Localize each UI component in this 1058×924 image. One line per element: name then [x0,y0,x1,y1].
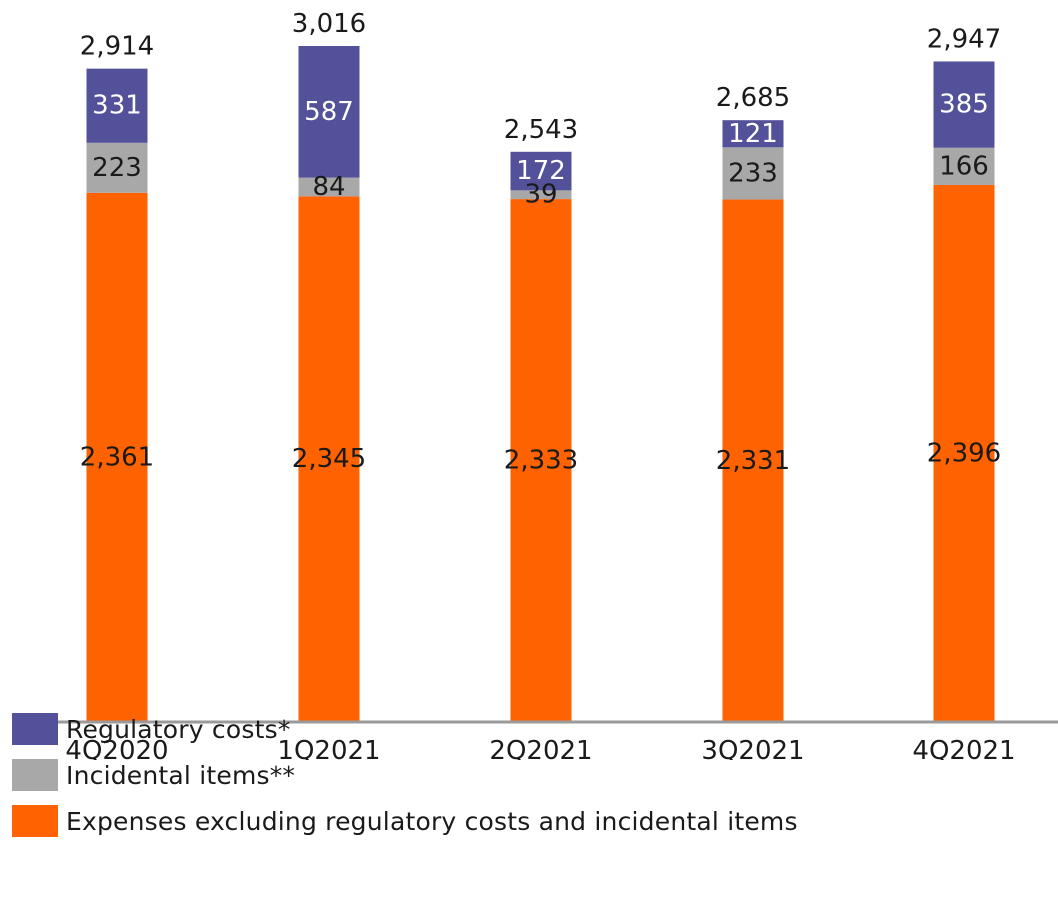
bar-expenses-excluding-regulatory-costs-and-incidental-items-2q2021 [510,199,572,723]
data-label-regulatory-costs: 587 [304,97,354,127]
legend-item-expenses: Expenses excluding regulatory costs and … [12,798,798,844]
data-label-expenses-excluding-regulatory-costs-and-incidental-items: 2,396 [927,438,1001,468]
legend-label: Incidental items** [66,760,296,790]
data-label-expenses-excluding-regulatory-costs-and-incidental-items: 2,361 [80,442,154,472]
bar-incidental-items-1q2021 [298,177,360,197]
total-label: 2,543 [504,115,578,145]
legend-label: Regulatory costs* [66,714,291,744]
legend-item-regulatory-costs: Regulatory costs* [12,706,798,752]
data-label-incidental-items: 39 [524,180,557,210]
total-label: 2,685 [716,83,790,113]
legend-item-incidental-items: Incidental items** [12,752,798,798]
bar-expenses-excluding-regulatory-costs-and-incidental-items-3q2021 [722,199,784,722]
x-tick-label: 3Q2021 [701,736,804,760]
labels-layer: 2,361 223 331 2,914 4Q2020 2,345 84 587 3,016 1Q2… [65,9,1015,760]
x-tick-label: 1Q2021 [277,736,380,760]
total-label: 2,947 [927,24,1001,54]
bar-expenses-excluding-regulatory-costs-and-incidental-items-1q2021 [298,196,360,722]
legend: Regulatory costs* Incidental items** Exp… [12,706,798,844]
bar-incidental-items-4q2020 [86,142,148,193]
bar-regulatory-costs-4q2021 [933,61,995,148]
bar-regulatory-costs-2q2021 [510,151,572,191]
bar-incidental-items-2q2021 [510,190,572,200]
bar-regulatory-costs-3q2021 [722,120,784,148]
x-tick-label: 2Q2021 [489,736,592,760]
data-label-incidental-items: 233 [728,158,778,188]
stacked-bar-chart: 2,361 223 331 2,914 4Q2020 2,345 84 587 3,016 1Q2… [12,9,1058,760]
x-tick-label: 4Q2021 [912,736,1015,760]
total-label: 3,016 [292,9,366,39]
bar-incidental-items-3q2021 [722,147,784,200]
data-label-incidental-items: 223 [92,153,142,183]
data-label-expenses-excluding-regulatory-costs-and-incidental-items: 2,333 [504,446,578,476]
data-label-incidental-items: 166 [939,151,989,181]
data-label-regulatory-costs: 121 [728,119,778,149]
data-label-incidental-items: 84 [312,172,345,202]
data-label-expenses-excluding-regulatory-costs-and-incidental-items: 2,331 [716,446,790,476]
bars-layer [86,46,995,723]
total-label: 2,914 [80,32,154,62]
bar-regulatory-costs-1q2021 [298,46,360,178]
legend-label: Expenses excluding regulatory costs and … [66,806,798,836]
bar-incidental-items-4q2021 [933,147,995,185]
legend-swatch-incidental-items [12,759,58,791]
data-label-regulatory-costs: 331 [92,91,142,121]
legend-swatch-regulatory-costs [12,713,58,745]
data-label-expenses-excluding-regulatory-costs-and-incidental-items: 2,345 [292,444,366,474]
legend-swatch-expenses [12,805,58,837]
bar-expenses-excluding-regulatory-costs-and-incidental-items-4q2020 [86,192,148,722]
bar-regulatory-costs-4q2020 [86,68,148,143]
x-tick-label: 4Q2020 [65,736,168,760]
data-label-regulatory-costs: 172 [516,156,566,186]
data-label-regulatory-costs: 385 [939,90,989,120]
bar-expenses-excluding-regulatory-costs-and-incidental-items-4q2021 [933,184,995,722]
